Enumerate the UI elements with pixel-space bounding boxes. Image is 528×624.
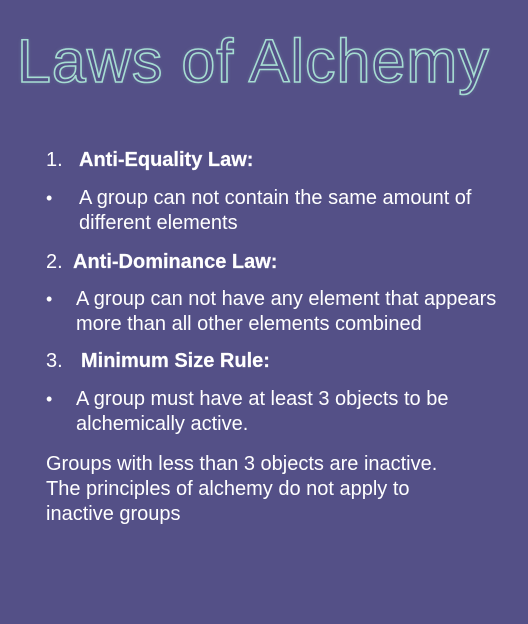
law-name: Minimum Size Rule: — [81, 350, 270, 372]
law-description: A group can not contain the same amount … — [79, 187, 472, 234]
law-number: 1. — [46, 149, 63, 171]
inactive-groups-note: Groups with less than 3 objects are inac… — [46, 453, 438, 525]
law-heading: 2. Anti-Dominance Law: — [46, 250, 506, 275]
law-heading: 1. Anti-Equality Law: — [46, 148, 506, 173]
law-number: 2. — [46, 251, 63, 273]
law-number: 3. — [46, 350, 63, 372]
slide-title: Laws of Alchemy — [16, 26, 490, 96]
law-bullet: • A group must have at least 3 objects t… — [46, 387, 506, 437]
law-description: A group can not have any element that ap… — [76, 288, 497, 335]
law-name: Anti-Dominance Law: — [73, 251, 278, 273]
bullet-dot-icon: • — [46, 389, 53, 409]
law-description: A group must have at least 3 objects to … — [76, 388, 449, 435]
law-bullet: • A group can not contain the same amoun… — [46, 186, 506, 236]
bullet-dot-icon: • — [46, 188, 53, 208]
bullet-dot-icon: • — [46, 289, 53, 309]
law-heading: 3. Minimum Size Rule: — [46, 349, 506, 374]
law-bullet: • A group can not have any element that … — [46, 287, 506, 337]
laws-list: 1. Anti-Equality Law: • A group can not … — [46, 148, 506, 527]
law-name: Anti-Equality Law: — [79, 149, 254, 171]
